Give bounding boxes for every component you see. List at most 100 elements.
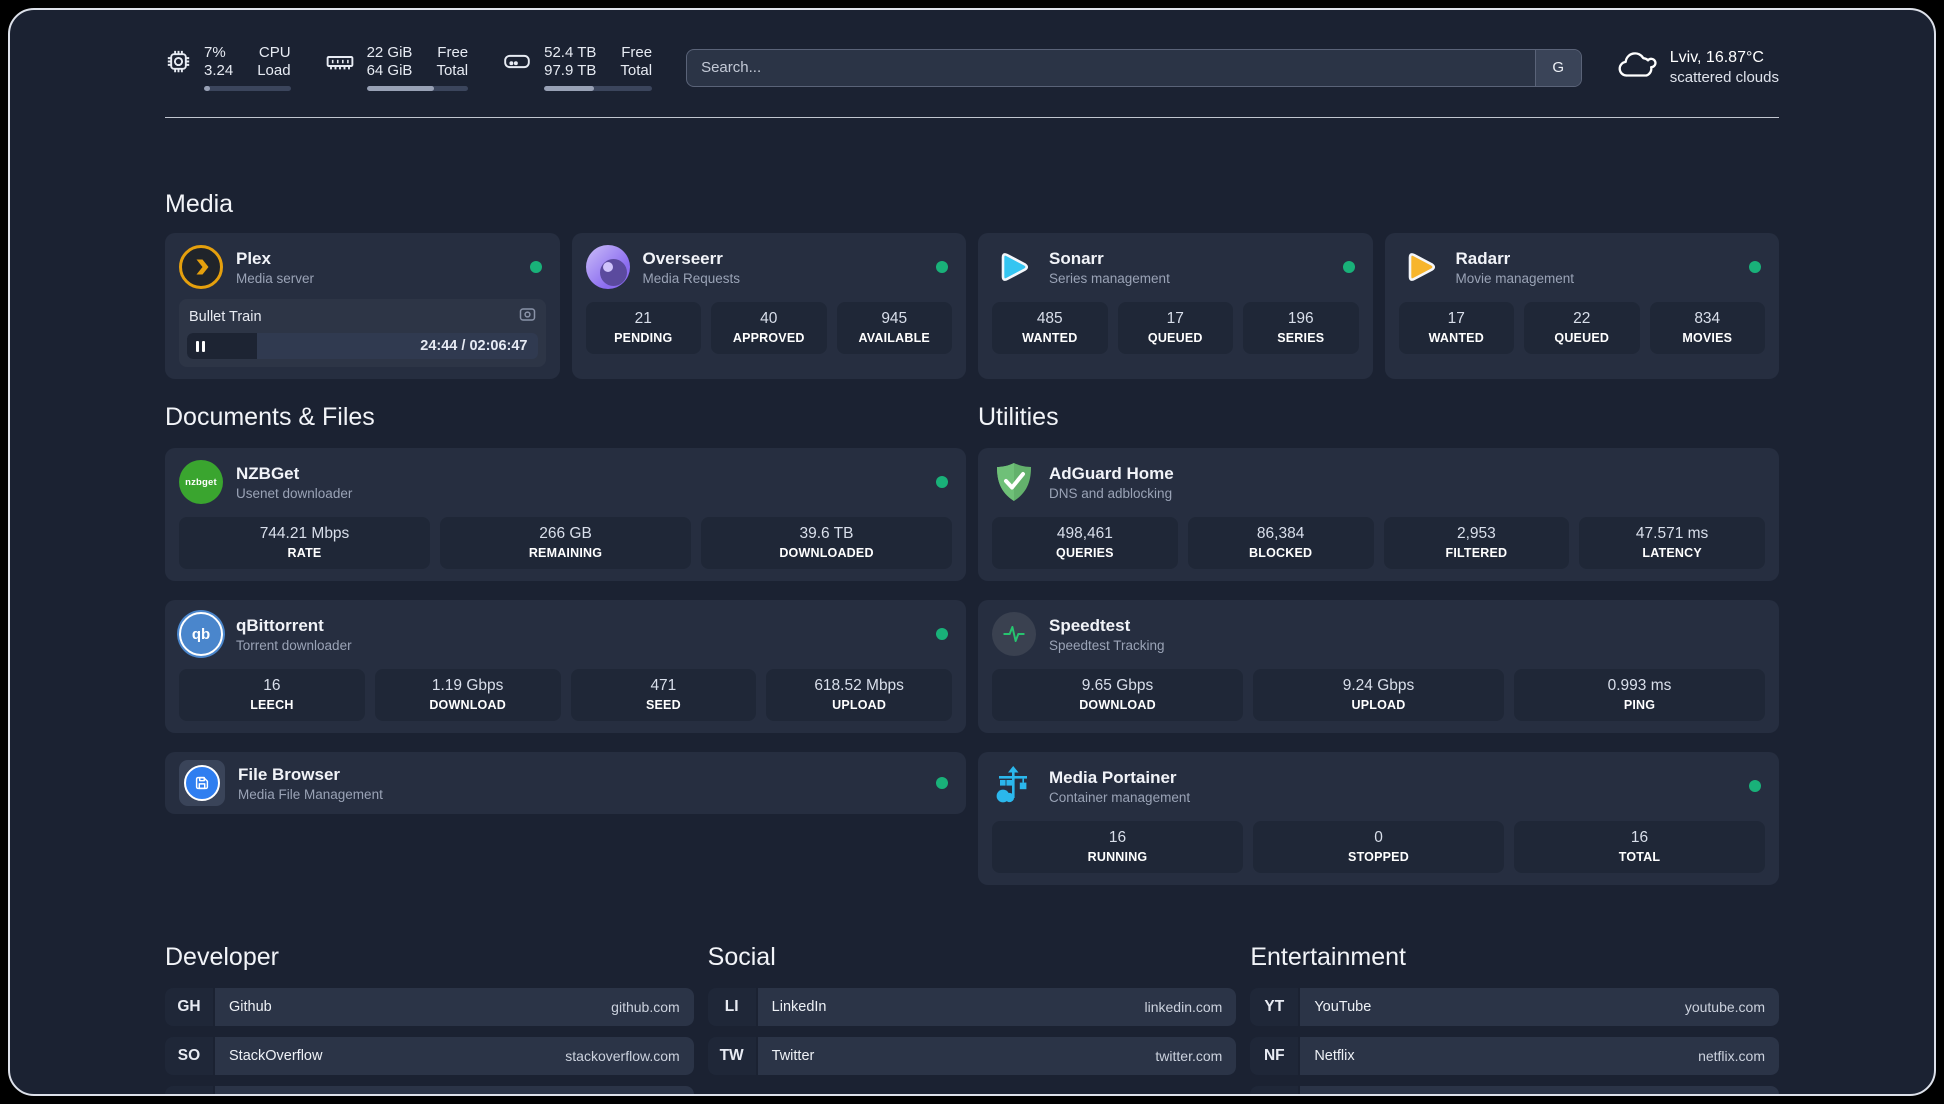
bookmark-reddit[interactable]: RE Reddit reddit.com [1250, 1086, 1779, 1094]
app-name: Speedtest [1049, 615, 1131, 635]
stat-value: 16 [263, 677, 281, 694]
stat-value: 40 [760, 310, 778, 327]
stat-download: 1.19 Gbps DOWNLOAD [374, 669, 561, 721]
plex-session-title: Bullet Train [189, 309, 262, 325]
weather-widget: Lviv, 16.87°C scattered clouds [1616, 47, 1779, 88]
bookmark-name: Twitter [771, 1048, 815, 1064]
media-card-grid: Plex Media server Bullet Train [165, 233, 1779, 379]
disk-progress-bar [544, 86, 653, 91]
app-card-speedtest[interactable]: Speedtest Speedtest Tracking 9.65 Gbps D… [978, 600, 1779, 733]
bookmark-abbr: SO [165, 1037, 213, 1075]
stat-value: 498,461 [1056, 525, 1113, 542]
adguard-icon [992, 460, 1036, 504]
status-dot [936, 777, 948, 789]
stat-label: SERIES [1277, 331, 1325, 345]
stat-running: 16 RUNNING [992, 821, 1243, 873]
stat-value: 2,953 [1456, 525, 1496, 542]
header: 7% CPU 3.24 Load 22 GiB Fre [165, 44, 1779, 91]
bookmark-abbr: GH [165, 988, 213, 1026]
stat-label: DOWNLOADED [779, 546, 874, 560]
stat-value: 9.24 Gbps [1342, 677, 1415, 694]
stat-label: DOWNLOAD [429, 698, 506, 712]
app-card-sonarr[interactable]: Sonarr Series management 485 WANTED 17 Q… [978, 233, 1373, 379]
stat-value: 16 [1108, 829, 1127, 846]
memory-progress-bar [366, 86, 469, 91]
stat-value: 196 [1287, 310, 1314, 327]
stat-pending: 21 PENDING [585, 302, 701, 354]
bookmark-twitter[interactable]: TW Twitter twitter.com [707, 1037, 1237, 1075]
stat-queued: 17 QUEUED [1117, 302, 1233, 354]
app-desc: Speedtest Tracking [1049, 637, 1165, 653]
memory-free-label: Free [437, 44, 469, 61]
bookmark-dev[interactable]: DT DEV dev.to [165, 1086, 694, 1094]
bookmark-name: Netflix [1314, 1048, 1355, 1064]
app-card-radarr[interactable]: Radarr Movie management 17 WANTED 22 QUE… [1384, 233, 1779, 379]
plex-progress-bar: 24:44 / 02:06:47 [187, 333, 538, 359]
stat-filtered: 2,953 FILTERED [1383, 517, 1570, 569]
cpu-usage-label: CPU [258, 44, 291, 61]
bookmark-abbr: TW [707, 1037, 756, 1075]
stat-value: 485 [1036, 310, 1063, 327]
utilities-column: Utilities [978, 403, 1779, 885]
bookmark-youtube[interactable]: YT YouTube youtube.com [1250, 988, 1779, 1026]
app-name: Sonarr [1049, 248, 1104, 268]
stat-value: 834 [1694, 310, 1721, 327]
section-title-social: Social [707, 943, 776, 971]
search-input[interactable] [686, 48, 1582, 87]
stat-wanted: 485 WANTED [992, 302, 1108, 354]
bookmark-github[interactable]: GH Github github.com [165, 988, 694, 1026]
stat-series: 196 SERIES [1243, 302, 1359, 354]
app-name: Overseerr [642, 248, 723, 268]
stat-label: BLOCKED [1249, 546, 1313, 560]
cpu-load-label: Load [257, 62, 291, 79]
app-name: AdGuard Home [1049, 463, 1174, 483]
overseerr-icon [585, 245, 630, 289]
disk-total-value: 97.9 TB [544, 62, 597, 79]
app-card-portainer[interactable]: Media Portainer Container management 16 … [978, 752, 1779, 885]
status-dot [936, 628, 948, 640]
plex-now-playing: Bullet Train 24:44 / 02:06:47 [179, 299, 546, 367]
app-card-nzbget[interactable]: nzbget NZBGet Usenet downloader 744.21 M… [165, 448, 966, 581]
section-title-entertainment: Entertainment [1250, 943, 1406, 971]
bookmark-name: LinkedIn [771, 999, 827, 1015]
stat-label: STOPPED [1348, 850, 1409, 864]
stat-value: 471 [650, 677, 677, 694]
stat-queries: 498,461 QUERIES [992, 517, 1178, 569]
section-title-utilities: Utilities [978, 403, 1059, 431]
section-title-media: Media [165, 190, 234, 218]
stat-value: 86,384 [1256, 525, 1305, 542]
bookmark-name: StackOverflow [229, 1048, 323, 1064]
stat-label: LEECH [250, 698, 294, 712]
bookmark-abbr: DT [165, 1086, 213, 1094]
stat-label: DOWNLOAD [1079, 698, 1156, 712]
memory-total-label: Total [436, 62, 469, 79]
bookmark-url: linkedin.com [1144, 999, 1223, 1015]
app-name: Media Portainer [1049, 767, 1177, 787]
disk-free-value: 52.4 TB [544, 44, 597, 61]
pause-button[interactable] [196, 333, 205, 359]
bookmark-name: Github [229, 999, 272, 1015]
radarr-icon [1399, 245, 1443, 289]
app-card-overseerr[interactable]: Overseerr Media Requests 21 PENDING 40 A… [571, 233, 966, 379]
stat-label: UPLOAD [832, 698, 887, 712]
app-card-plex[interactable]: Plex Media server Bullet Train [165, 233, 560, 379]
session-icon [519, 307, 536, 327]
bookmark-abbr: LI [707, 988, 756, 1026]
qbittorrent-icon: qb [179, 612, 223, 656]
developer-column: Developer GH Github github.com SO StackO… [165, 943, 694, 1094]
stat-label: PING [1623, 698, 1656, 712]
cpu-progress-bar [204, 86, 291, 91]
app-card-qbittorrent[interactable]: qb qBittorrent Torrent downloader 16 [165, 600, 966, 733]
nzbget-icon: nzbget [179, 460, 223, 504]
bookmark-url: twitter.com [1155, 1048, 1223, 1064]
bookmark-stackoverflow[interactable]: SO StackOverflow stackoverflow.com [165, 1037, 694, 1075]
stat-stopped: 0 STOPPED [1253, 821, 1504, 873]
disk-progress-fill [544, 86, 594, 91]
search-provider-button[interactable]: G [1534, 49, 1581, 86]
stat-value: 266 GB [539, 525, 592, 542]
bookmark-linkedin[interactable]: LI LinkedIn linkedin.com [707, 988, 1237, 1026]
bookmark-netflix[interactable]: NF Netflix netflix.com [1250, 1037, 1779, 1075]
app-card-filebrowser[interactable]: File Browser Media File Management [165, 752, 966, 814]
stat-ping: 0.993 ms PING [1514, 669, 1765, 721]
app-card-adguard[interactable]: AdGuard Home DNS and adblocking 498,461 … [978, 448, 1779, 581]
